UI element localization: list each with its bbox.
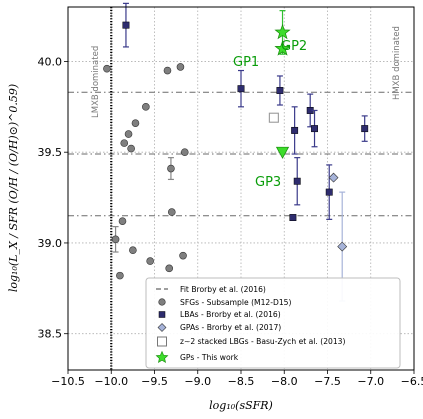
legend-fit-label: Fit Brorby et al. (2016) <box>180 285 266 294</box>
axis-ticks: −10.5 −10.0 −9.5 −9.0 −8.5 −8.0 −7.5 −7.0 −6.5 38… <box>38 55 423 388</box>
x-tick-label: −8.5 <box>228 375 255 388</box>
sfg-point <box>179 251 187 260</box>
y-tick-label: 40.0 <box>38 55 63 68</box>
sfg-point <box>120 139 129 147</box>
gp3-upper-limit-point <box>275 146 290 159</box>
y-tick-label: 39.0 <box>38 237 63 250</box>
sfg-point <box>111 235 120 244</box>
x-tick-label: −10.5 <box>51 375 85 388</box>
x-tick-label: −10.0 <box>94 375 128 388</box>
lba-point <box>289 214 297 221</box>
y-axis-label: log₁₀(L_X / SFR (O/H / (O/H)⊙)^0.59) <box>7 84 20 292</box>
gp3-annotation: GP3 <box>255 175 281 190</box>
x-tick-label: −7.0 <box>357 375 384 388</box>
x-tick-label: −9.5 <box>141 375 168 388</box>
legend-lbg-label: z∼2 stacked LBGs - Basu-Zych et al. (201… <box>180 337 346 346</box>
y-tick-label: 38.5 <box>38 328 63 341</box>
sfg-point <box>103 64 111 73</box>
legend-gp-symbol <box>155 350 169 363</box>
y-tick-label: 39.5 <box>38 146 63 159</box>
x-axis-label: log₁₀(sSFR) <box>209 399 273 412</box>
sfg-point <box>142 103 150 111</box>
lba-point <box>276 87 284 94</box>
lba-point <box>122 21 130 29</box>
sfg-point <box>127 144 135 153</box>
sfg-point <box>165 264 174 273</box>
x-tick-label: −9.0 <box>184 375 211 388</box>
gp2-annotation: GP2 <box>281 39 307 54</box>
sfg-point <box>167 164 175 173</box>
sfg-point <box>124 130 133 138</box>
gp1-annotation: GP1 <box>233 55 259 70</box>
fit-lines <box>68 91 414 217</box>
lbg-point <box>268 112 279 123</box>
legend-lba-symbol <box>158 311 166 318</box>
lba-point <box>311 125 318 133</box>
legend-sfg-label: SFGs - Subsample (M12-D15) <box>180 298 292 307</box>
legend-lba-label: LBAs - Brorby et al. (2016) <box>180 310 281 319</box>
gp-point <box>274 23 291 40</box>
hmxb-annotation: HMXB dominated <box>392 26 402 100</box>
sfg-point <box>168 208 176 216</box>
legend-gpa-symbol <box>157 323 167 332</box>
legend-box <box>145 277 401 369</box>
lba-point <box>291 126 299 134</box>
sfg-point <box>129 246 137 255</box>
x-tick-label: −6.5 <box>401 375 423 388</box>
legend: Fit Brorby et al. (2016) SFGs - Subsampl… <box>145 277 401 369</box>
lba-point <box>361 125 369 133</box>
lba-point <box>325 188 333 196</box>
sfg-point <box>116 271 124 280</box>
sfg-point <box>131 119 140 127</box>
legend-gp-label: GPs - This work <box>180 353 239 362</box>
sfg-point <box>180 148 189 156</box>
legend-lbg-symbol <box>157 336 167 347</box>
gpa-point <box>328 172 339 183</box>
legend-gpa-label: GPAs - Brorby et al. (2017) <box>180 323 281 332</box>
sfg-point <box>176 63 185 71</box>
gpa-point <box>337 241 348 252</box>
sfg-point <box>118 217 127 225</box>
x-tick-label: −8.0 <box>271 375 298 388</box>
x-tick-label: −7.5 <box>314 375 341 388</box>
sfg-point <box>146 257 154 265</box>
lba-point <box>293 177 301 185</box>
lba-point <box>237 85 245 93</box>
sfg-point <box>163 66 172 75</box>
gp-point <box>274 40 291 56</box>
data-points <box>103 2 369 302</box>
lmxb-annotation: LMXB dominated <box>91 46 101 118</box>
legend-sfg-symbol <box>158 298 166 306</box>
